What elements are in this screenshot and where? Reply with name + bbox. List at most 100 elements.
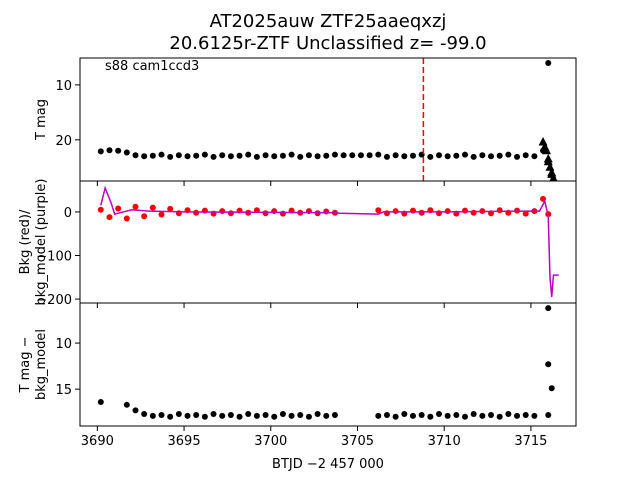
point — [271, 413, 278, 420]
point — [262, 210, 269, 217]
plot-area — [97, 305, 555, 420]
point — [514, 153, 521, 160]
point — [97, 206, 104, 213]
point — [123, 401, 130, 408]
point — [236, 413, 243, 420]
axes-frame — [79, 57, 577, 182]
point — [392, 152, 399, 159]
chart-title: AT2025auw ZTF25aaeqxzj — [210, 11, 447, 32]
y-axis-label: Bkg (red)/ — [18, 209, 33, 274]
point — [106, 214, 113, 221]
point — [531, 153, 538, 160]
point — [297, 153, 304, 160]
point — [514, 412, 521, 419]
axes-frame — [79, 302, 577, 427]
point — [115, 205, 122, 212]
point — [184, 153, 191, 160]
point — [106, 147, 113, 154]
point — [444, 208, 451, 215]
point — [435, 210, 442, 217]
point — [375, 151, 382, 158]
point — [470, 153, 477, 160]
point — [538, 137, 548, 146]
point — [245, 411, 252, 418]
point — [141, 411, 148, 418]
point — [545, 59, 552, 66]
point — [279, 152, 286, 159]
point — [132, 407, 139, 414]
point — [392, 413, 399, 420]
point — [470, 209, 477, 216]
point — [488, 411, 495, 418]
point — [158, 211, 165, 218]
point — [545, 411, 552, 418]
point — [279, 411, 286, 418]
x-tick-label: 3690 — [81, 434, 114, 449]
plot-area — [97, 185, 559, 297]
line — [100, 185, 559, 297]
point — [479, 152, 486, 159]
point — [543, 156, 553, 166]
point — [542, 145, 552, 155]
annotation: s88 cam1ccd3 — [105, 59, 199, 74]
point — [288, 412, 295, 419]
point — [444, 153, 451, 160]
point — [375, 412, 382, 419]
point — [427, 413, 434, 420]
point — [383, 411, 390, 418]
point — [331, 151, 338, 158]
point — [323, 208, 330, 215]
point — [323, 412, 330, 419]
point — [409, 207, 416, 214]
point — [545, 305, 552, 312]
point — [435, 411, 442, 418]
point — [158, 411, 165, 418]
point — [149, 204, 156, 211]
point — [522, 411, 529, 418]
point — [167, 153, 174, 160]
point — [462, 151, 469, 158]
point — [175, 411, 182, 418]
x-tick-label: 3710 — [428, 434, 461, 449]
y-tick-label: 0 — [64, 206, 72, 221]
point — [496, 413, 503, 420]
point — [132, 152, 139, 159]
point — [271, 208, 278, 215]
y-axis-label: bkg_model — [34, 329, 49, 400]
point — [548, 385, 555, 392]
x-tick-label: 3715 — [514, 434, 547, 449]
point — [462, 413, 469, 420]
point — [409, 152, 416, 159]
point — [453, 152, 460, 159]
plot-area — [97, 58, 558, 181]
point — [141, 153, 148, 160]
point — [158, 151, 165, 158]
point — [505, 151, 512, 158]
point — [305, 152, 312, 159]
y-tick-label: −200 — [36, 293, 72, 308]
point — [167, 413, 174, 420]
point — [253, 153, 260, 160]
point — [383, 153, 390, 160]
x-axis-label: BTJD −2 457 000 — [272, 457, 384, 472]
point — [409, 412, 416, 419]
y-tick-label: 20 — [55, 134, 72, 149]
point — [262, 152, 269, 159]
point — [132, 203, 139, 210]
point — [201, 413, 208, 420]
point — [496, 207, 503, 214]
point — [210, 153, 217, 160]
point — [227, 153, 234, 160]
point — [383, 210, 390, 217]
point — [253, 412, 260, 419]
point — [305, 413, 312, 420]
point — [418, 411, 425, 418]
point — [271, 153, 278, 160]
point — [444, 412, 451, 419]
point — [227, 411, 234, 418]
point — [340, 152, 347, 159]
point — [479, 412, 486, 419]
point — [193, 152, 200, 159]
point — [288, 151, 295, 158]
